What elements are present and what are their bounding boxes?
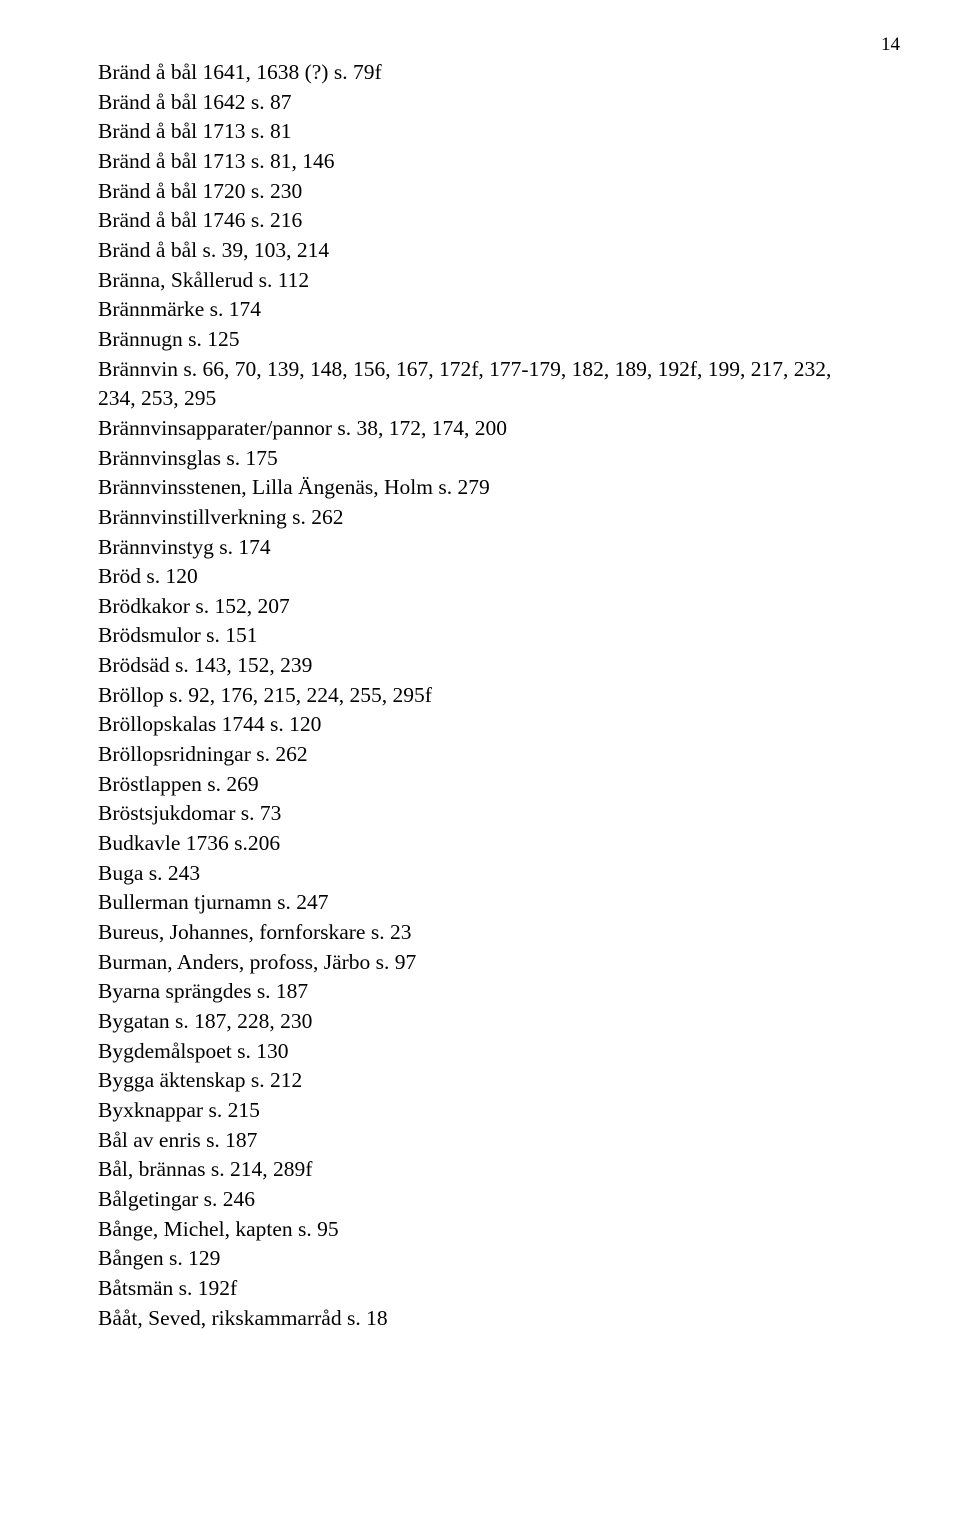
index-entry: Brödkakor s. 152, 207 — [98, 592, 862, 622]
index-entry: Budkavle 1736 s.206 — [98, 829, 862, 859]
index-entry: Bullerman tjurnamn s. 247 — [98, 888, 862, 918]
index-entry: Bången s. 129 — [98, 1244, 862, 1274]
page-number: 14 — [881, 34, 900, 56]
index-entry: Bygatan s. 187, 228, 230 — [98, 1007, 862, 1037]
index-entry: Byxknappar s. 215 — [98, 1096, 862, 1126]
index-entry: Bygga äktenskap s. 212 — [98, 1066, 862, 1096]
index-entry: Bränd å bål s. 39, 103, 214 — [98, 236, 862, 266]
index-entry: Bål, brännas s. 214, 289f — [98, 1155, 862, 1185]
index-entry: Bröllop s. 92, 176, 215, 224, 255, 295f — [98, 681, 862, 711]
index-entry: Brännvinstillverkning s. 262 — [98, 503, 862, 533]
index-entry: Brödsäd s. 143, 152, 239 — [98, 651, 862, 681]
index-entry: Båtsmän s. 192f — [98, 1274, 862, 1304]
index-entries: Bränd å bål 1641, 1638 (?) s. 79fBränd å… — [98, 58, 862, 1333]
index-entry: Bröstsjukdomar s. 73 — [98, 799, 862, 829]
index-entry: Bål av enris s. 187 — [98, 1126, 862, 1156]
index-entry: Bröstlappen s. 269 — [98, 770, 862, 800]
index-entry: Bränd å bål 1641, 1638 (?) s. 79f — [98, 58, 862, 88]
index-entry: Bureus, Johannes, fornforskare s. 23 — [98, 918, 862, 948]
index-entry: Brännvinstyg s. 174 — [98, 533, 862, 563]
document-page: 14 Bränd å bål 1641, 1638 (?) s. 79fBrän… — [0, 0, 960, 1527]
index-entry: Bränd å bål 1713 s. 81, 146 — [98, 147, 862, 177]
index-entry: Buga s. 243 — [98, 859, 862, 889]
index-entry: Brännvinsstenen, Lilla Ängenäs, Holm s. … — [98, 473, 862, 503]
index-entry: Byarna sprängdes s. 187 — [98, 977, 862, 1007]
index-entry: Bröllopskalas 1744 s. 120 — [98, 710, 862, 740]
index-entry: Brännugn s. 125 — [98, 325, 862, 355]
index-entry: Bröd s. 120 — [98, 562, 862, 592]
index-entry: Bränna, Skållerud s. 112 — [98, 266, 862, 296]
index-entry: Brödsmulor s. 151 — [98, 621, 862, 651]
index-entry: Brännvinsglas s. 175 — [98, 444, 862, 474]
index-entry: Brännmärke s. 174 — [98, 295, 862, 325]
index-entry: Bränd å bål 1713 s. 81 — [98, 117, 862, 147]
index-entry: Bränd å bål 1642 s. 87 — [98, 88, 862, 118]
index-entry: Burman, Anders, profoss, Järbo s. 97 — [98, 948, 862, 978]
index-entry: Bröllopsridningar s. 262 — [98, 740, 862, 770]
index-entry: Brännvinsapparater/pannor s. 38, 172, 17… — [98, 414, 862, 444]
index-entry: Bååt, Seved, rikskammarråd s. 18 — [98, 1304, 862, 1334]
index-entry: Bålgetingar s. 246 — [98, 1185, 862, 1215]
index-entry: Bånge, Michel, kapten s. 95 — [98, 1215, 862, 1245]
index-entry: Bränd å bål 1746 s. 216 — [98, 206, 862, 236]
index-entry: Brännvin s. 66, 70, 139, 148, 156, 167, … — [98, 355, 862, 414]
index-entry: Bygdemålspoet s. 130 — [98, 1037, 862, 1067]
index-entry: Bränd å bål 1720 s. 230 — [98, 177, 862, 207]
